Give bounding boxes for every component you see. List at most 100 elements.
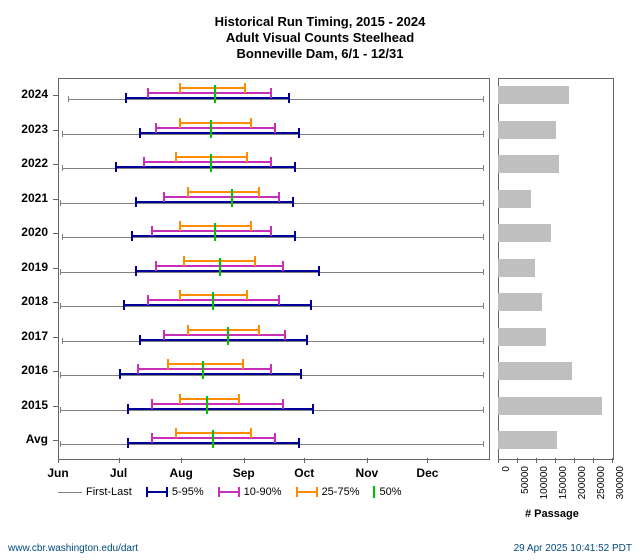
range-first-last-cap (60, 441, 61, 447)
y-label: 2023 (0, 122, 48, 136)
range-first-last-cap (483, 269, 484, 275)
range-5-95-cap (310, 300, 312, 310)
range-5-95-cap (135, 197, 137, 207)
range-10-90-cap (147, 88, 149, 98)
range-10-90-cap (282, 399, 284, 409)
range-25-75-cap (179, 118, 181, 128)
y-label: Avg (0, 432, 48, 446)
range-25-75-cap (250, 428, 252, 438)
bar-tick (612, 458, 613, 463)
chart-root: { "dimensions":{"width":640,"height":560… (0, 0, 640, 560)
x-label-date: Aug (169, 466, 192, 480)
range-5-95-cap (119, 369, 121, 379)
range-10-90 (151, 230, 272, 232)
range-25-75 (187, 191, 260, 193)
range-5-95-cap (135, 266, 137, 276)
range-10-90-cap (143, 157, 145, 167)
range-25-75-cap (187, 187, 189, 197)
range-first-last-cap (483, 372, 484, 378)
range-25-75-cap (254, 256, 256, 266)
title-line-2: Adult Visual Counts Steelhead (0, 30, 640, 45)
y-label: 2015 (0, 398, 48, 412)
range-first-last-cap (483, 200, 484, 206)
x-label-date: Sep (233, 466, 255, 480)
passage-bar (498, 86, 569, 104)
legend-swatch (146, 491, 168, 493)
bar-tick-label: 50000 (520, 466, 531, 494)
range-25-75-cap (187, 325, 189, 335)
median-tick (212, 292, 214, 310)
range-25-75 (187, 329, 260, 331)
range-first-last-cap (483, 165, 484, 171)
range-first-last-cap (62, 131, 63, 137)
range-5-95-cap (125, 93, 127, 103)
range-25-75-cap (250, 118, 252, 128)
legend-swatch (373, 486, 375, 498)
bar-tick (574, 458, 575, 463)
legend-label: 25-75% (322, 486, 360, 498)
range-10-90-cap (147, 295, 149, 305)
range-25-75 (179, 87, 246, 89)
range-5-95 (119, 373, 303, 375)
range-5-95-cap (292, 197, 294, 207)
legend-swatch (296, 491, 318, 493)
range-5-95-cap (127, 438, 129, 448)
legend-label: First-Last (86, 486, 132, 498)
range-first-last (62, 134, 484, 135)
median-tick (206, 396, 208, 414)
range-5-95-cap (298, 128, 300, 138)
range-25-75-cap (175, 152, 177, 162)
range-5-95-cap (123, 300, 125, 310)
range-25-75-cap (246, 152, 248, 162)
median-tick (214, 85, 216, 103)
range-first-last (62, 237, 484, 238)
range-first-last (68, 99, 484, 100)
x-tick (181, 458, 182, 463)
bar-tick (593, 458, 594, 463)
range-25-75-cap (175, 428, 177, 438)
passage-bar (498, 155, 559, 173)
range-10-90-cap (278, 295, 280, 305)
title-line-1: Historical Run Timing, 2015 - 2024 (0, 14, 640, 29)
median-tick (219, 258, 221, 276)
range-10-90-cap (270, 88, 272, 98)
y-tick (53, 95, 58, 96)
range-25-75 (167, 363, 244, 365)
median-tick (231, 189, 233, 207)
legend-swatch (218, 491, 240, 493)
legend: First-Last5-95%10-90%25-75%50% (58, 486, 508, 498)
range-25-75-cap (179, 394, 181, 404)
bar-tick-label: 0 (501, 466, 512, 472)
range-5-95 (125, 97, 291, 99)
median-tick (214, 223, 216, 241)
range-10-90-cap (151, 433, 153, 443)
y-label: 2020 (0, 225, 48, 239)
y-label: 2019 (0, 260, 48, 274)
range-5-95-cap (294, 231, 296, 241)
passage-bar (498, 190, 531, 208)
y-tick (53, 233, 58, 234)
range-25-75-cap (179, 290, 181, 300)
passage-bar (498, 259, 535, 277)
x-label-date: Jun (47, 466, 68, 480)
range-5-95-cap (139, 335, 141, 345)
x-label-date: Dec (416, 466, 438, 480)
range-10-90-cap (137, 364, 139, 374)
footer-url: www.cbr.washington.edu/dart (8, 543, 138, 554)
range-5-95 (135, 270, 321, 272)
range-25-75-cap (179, 83, 181, 93)
range-25-75-cap (179, 221, 181, 231)
range-5-95 (135, 201, 294, 203)
range-first-last-cap (60, 200, 61, 206)
range-first-last-cap (60, 372, 61, 378)
x-label-date: Oct (294, 466, 314, 480)
range-10-90-cap (274, 433, 276, 443)
range-5-95-cap (127, 404, 129, 414)
y-tick (53, 406, 58, 407)
range-10-90-cap (270, 364, 272, 374)
range-5-95 (123, 304, 313, 306)
range-10-90-cap (151, 226, 153, 236)
range-first-last-cap (60, 303, 61, 309)
range-10-90-cap (284, 330, 286, 340)
bar-tick (555, 458, 556, 463)
